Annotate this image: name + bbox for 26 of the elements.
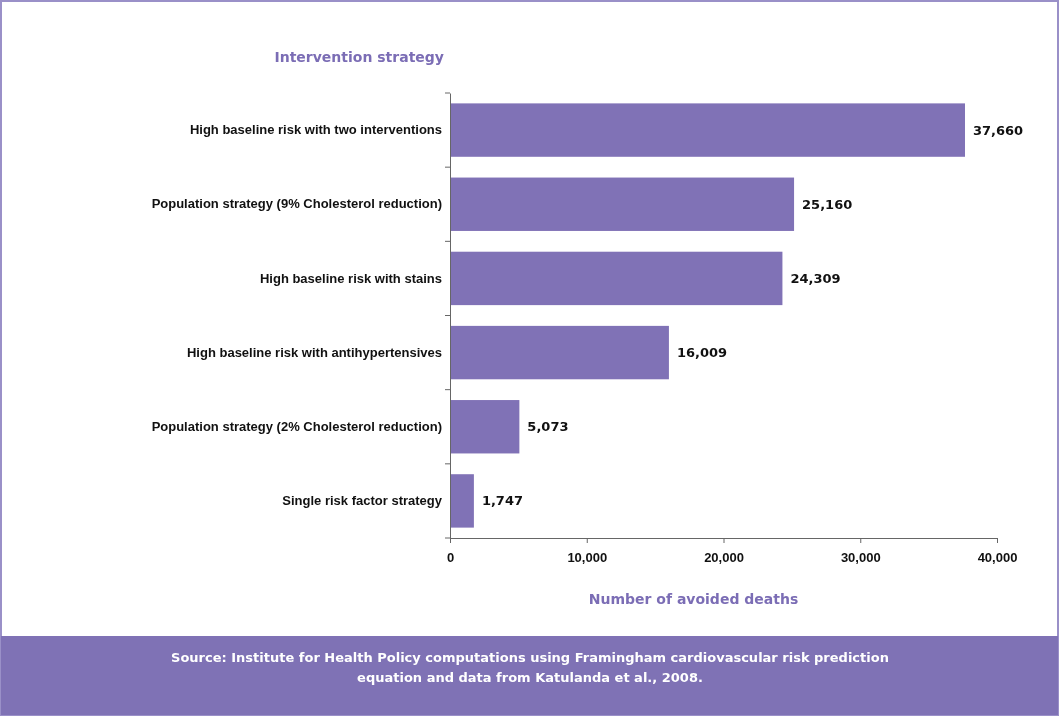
y-tick-label: Single risk factor strategy [282, 493, 443, 509]
source-note: Source: Institute for Health Policy computations using Framingham cardiovascular risk prediction equation and data from Katulanda et al., 2008. [170, 649, 890, 687]
x-tick-label: 10,000 [567, 549, 608, 565]
y-tick-label: High baseline risk with stains [259, 270, 442, 286]
bar [450, 103, 965, 157]
y-tick-label: High baseline risk with antihypertensives [186, 344, 442, 360]
bar [450, 177, 795, 231]
y-tick-label: Population strategy (2% Cholesterol reduction) [151, 418, 442, 434]
x-tick-label: 40,000 [977, 549, 1018, 565]
bar [450, 325, 669, 380]
x-tick-label: 20,000 [704, 549, 744, 565]
y-tick-label: Population strategy (9% Cholesterol reduction) [151, 196, 442, 212]
bar [450, 251, 783, 306]
data-label: 24,309 [790, 270, 841, 286]
data-label: 1,747 [481, 493, 524, 509]
x-tick-label: 30,000 [840, 549, 881, 565]
data-label: 25,160 [802, 196, 853, 212]
y-axis-title: Intervention strategy [274, 49, 444, 65]
x-tick-label: 0 [446, 549, 455, 565]
bar [450, 474, 474, 528]
data-label: 5,073 [527, 419, 569, 435]
x-axis-title: Number of avoided deaths [588, 591, 799, 607]
bar [450, 400, 520, 454]
data-label: 37,660 [973, 122, 1024, 138]
y-tick-label: High baseline risk with two interventions [189, 122, 442, 138]
data-label: 16,009 [676, 345, 728, 361]
